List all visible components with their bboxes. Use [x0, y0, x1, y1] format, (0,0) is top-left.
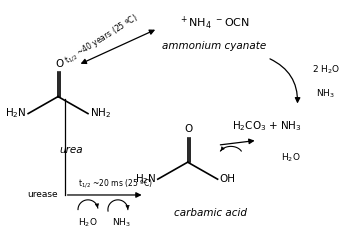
Text: t$_{1/2}$ ~40 years (25 ºC): t$_{1/2}$ ~40 years (25 ºC) — [62, 11, 140, 67]
Text: ammonium cyanate: ammonium cyanate — [162, 40, 266, 50]
Text: H$_2$CO$_3$ + NH$_3$: H$_2$CO$_3$ + NH$_3$ — [232, 119, 302, 133]
Text: 2 H$_2$O: 2 H$_2$O — [312, 64, 340, 76]
Text: carbamic acid: carbamic acid — [174, 208, 247, 218]
Text: NH$_3$: NH$_3$ — [112, 217, 131, 229]
Text: urea: urea — [60, 145, 83, 155]
Text: H$_2$O: H$_2$O — [281, 151, 301, 164]
Text: O: O — [55, 59, 63, 69]
Text: NH$_3$: NH$_3$ — [316, 88, 335, 101]
Text: OH: OH — [219, 174, 235, 184]
Text: H$_2$O: H$_2$O — [78, 217, 98, 229]
Text: urease: urease — [27, 190, 58, 200]
Text: H$_2$N: H$_2$N — [134, 172, 156, 186]
Text: O: O — [184, 124, 193, 134]
Text: NH$_2$: NH$_2$ — [90, 107, 111, 120]
Text: H$_2$N: H$_2$N — [5, 107, 27, 120]
Text: $^+$NH$_4$ $^-$OCN: $^+$NH$_4$ $^-$OCN — [179, 15, 250, 32]
Text: t$_{1/2}$ ~20 ms (25 ºC): t$_{1/2}$ ~20 ms (25 ºC) — [78, 177, 153, 190]
